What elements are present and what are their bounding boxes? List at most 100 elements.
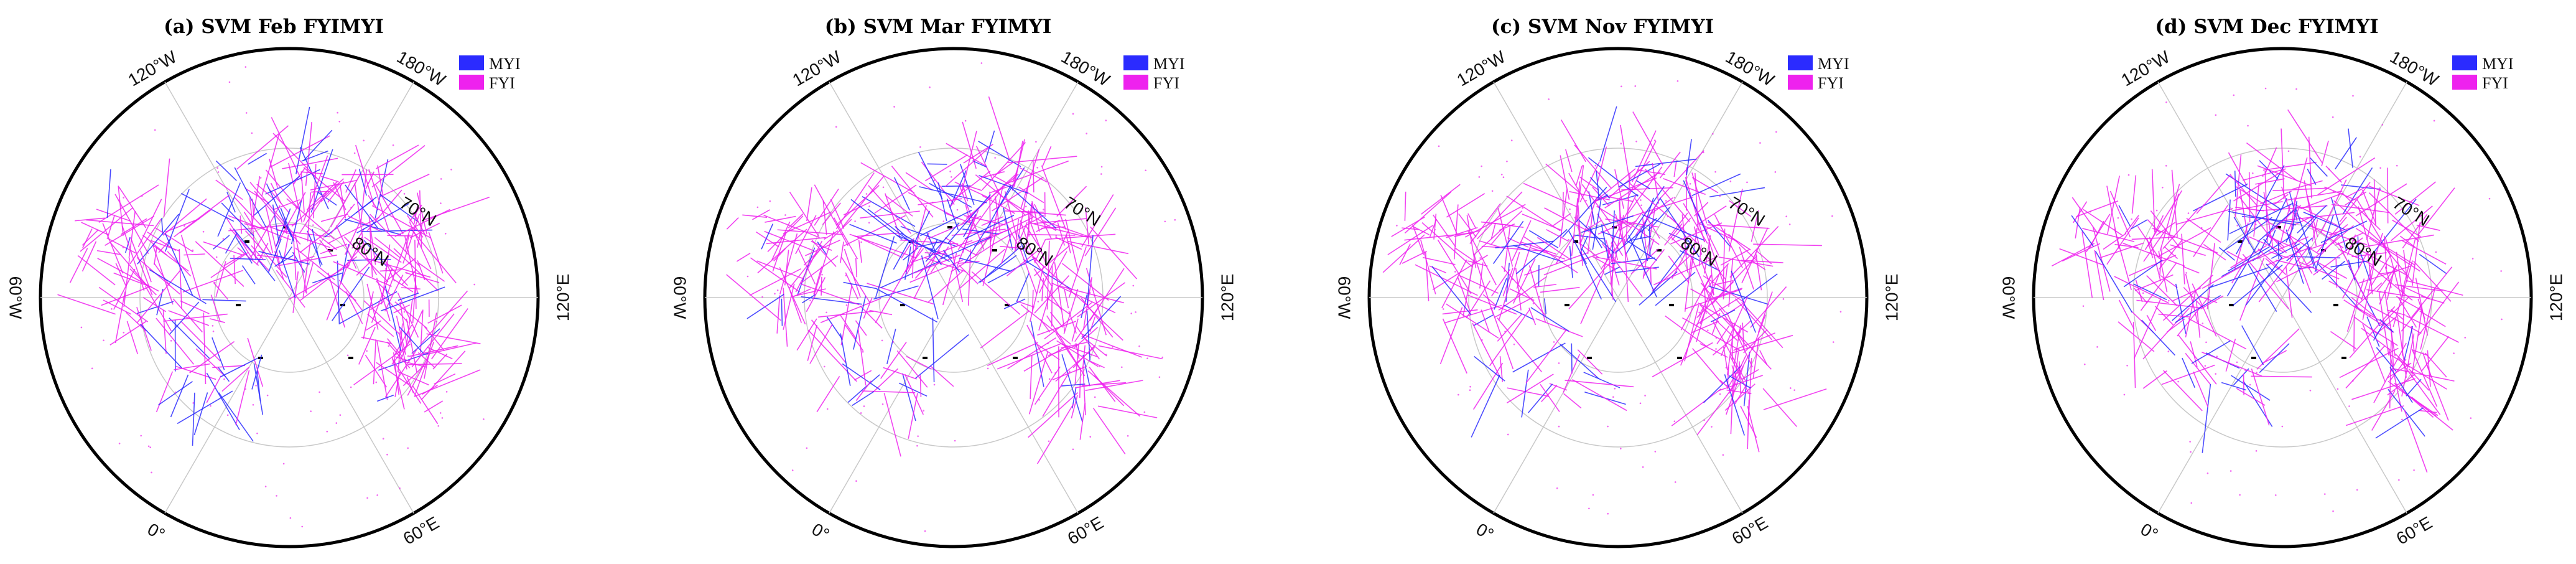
ice-track bbox=[397, 292, 419, 338]
ice-point bbox=[2117, 217, 2119, 219]
ice-track bbox=[1729, 355, 1750, 395]
ice-track bbox=[2392, 219, 2421, 237]
ice-point bbox=[942, 220, 945, 222]
ice-track bbox=[971, 271, 1021, 315]
ice-track bbox=[799, 255, 839, 284]
ice-track bbox=[1580, 271, 1605, 324]
legend-fyi-label: FYI bbox=[489, 74, 515, 92]
ice-track bbox=[1684, 304, 1700, 362]
ice-track bbox=[57, 294, 116, 315]
ice-track bbox=[1710, 309, 1736, 322]
ice-track bbox=[376, 394, 394, 402]
ice-track bbox=[957, 193, 1000, 250]
ice-track bbox=[835, 172, 875, 230]
ice-track bbox=[274, 255, 294, 267]
ice-track bbox=[164, 189, 190, 252]
panel-title-a: (a) SVM Feb FYIMYI bbox=[164, 16, 384, 38]
ice-track bbox=[795, 215, 817, 255]
ice-track bbox=[376, 362, 410, 385]
ice-track bbox=[118, 186, 124, 236]
ice-track bbox=[898, 382, 928, 397]
ice-track bbox=[1615, 214, 1629, 261]
ice-track bbox=[1595, 256, 1657, 270]
ice-track bbox=[1700, 258, 1715, 295]
legend-myi-label: MYI bbox=[2482, 55, 2514, 73]
ice-track bbox=[930, 248, 942, 265]
ice-track bbox=[1653, 256, 1719, 286]
ice-point bbox=[223, 378, 225, 380]
ice-track bbox=[2081, 231, 2093, 298]
ice-point bbox=[1100, 166, 1103, 168]
ice-point bbox=[1642, 466, 1644, 468]
ice-track bbox=[964, 215, 1015, 240]
ice-track bbox=[2362, 255, 2377, 320]
ice-track bbox=[928, 215, 982, 240]
ice-track bbox=[789, 291, 802, 323]
ice-track bbox=[406, 376, 414, 393]
ice-track bbox=[789, 191, 819, 237]
ice-track bbox=[2348, 128, 2353, 168]
longitude-label: 120°E bbox=[1882, 274, 1901, 322]
ice-track bbox=[2106, 176, 2120, 235]
ice-point bbox=[863, 405, 865, 407]
map-panel-c: (c) SVM Nov FYIMYI 120°W 180°W120°E60°E0°… bbox=[1335, 16, 1902, 548]
ice-track bbox=[1081, 194, 1114, 248]
ice-track bbox=[2092, 227, 2111, 292]
ice-track bbox=[958, 265, 979, 284]
latitude-label: 80°N bbox=[1013, 233, 1056, 270]
ice-point bbox=[450, 169, 452, 171]
ice-track bbox=[997, 343, 1061, 370]
ice-track bbox=[1553, 213, 1571, 226]
ice-track bbox=[1062, 263, 1109, 301]
ice-track bbox=[844, 215, 906, 247]
ice-track bbox=[2264, 147, 2277, 176]
ice-track bbox=[121, 225, 145, 291]
ice-point bbox=[202, 230, 205, 233]
ice-track bbox=[1467, 213, 1476, 228]
ice-track bbox=[1455, 248, 1477, 264]
ice-point bbox=[2413, 469, 2415, 471]
ice-track bbox=[2201, 351, 2262, 377]
ice-point bbox=[1558, 425, 1560, 428]
ice-track bbox=[947, 194, 991, 244]
ice-point bbox=[951, 176, 952, 178]
ice-track bbox=[1742, 322, 1745, 350]
ice-point bbox=[1712, 133, 1714, 135]
ice-track bbox=[80, 207, 134, 252]
ice-track bbox=[424, 400, 444, 413]
ice-track bbox=[990, 184, 1014, 194]
meridian-line bbox=[1493, 297, 1619, 514]
ice-track bbox=[2286, 237, 2313, 261]
ice-track bbox=[2257, 198, 2287, 256]
ice-track bbox=[1734, 385, 1746, 405]
ice-track bbox=[982, 142, 1026, 190]
ice-track bbox=[1700, 343, 1728, 358]
ice-track bbox=[1087, 235, 1094, 306]
ice-track bbox=[1620, 125, 1631, 184]
legend-a: MYI FYI bbox=[459, 55, 521, 92]
ice-track bbox=[883, 367, 917, 380]
ice-track bbox=[2371, 390, 2396, 431]
ice-track bbox=[426, 333, 481, 345]
ice-track bbox=[2152, 227, 2218, 254]
ice-point bbox=[1594, 374, 1596, 376]
ice-track bbox=[355, 144, 375, 206]
ice-track bbox=[814, 184, 849, 247]
ice-track bbox=[2353, 314, 2355, 352]
meridian-line bbox=[953, 297, 1079, 514]
ice-point bbox=[366, 497, 368, 499]
ice-track bbox=[2386, 309, 2406, 316]
ice-point bbox=[437, 425, 440, 427]
ice-track bbox=[2392, 260, 2413, 327]
ice-track bbox=[1660, 198, 1700, 258]
ice-track bbox=[2171, 284, 2214, 321]
ice-track bbox=[1085, 380, 1143, 392]
ice-track bbox=[377, 165, 384, 195]
map-panel-d: (d) SVM Dec FYIMYI 120°W 180°W120°E60°E0°… bbox=[1999, 16, 2566, 548]
ice-point bbox=[954, 439, 956, 442]
ice-track bbox=[2183, 286, 2203, 308]
ice-track bbox=[1458, 213, 1477, 238]
ice-track bbox=[1720, 248, 1751, 266]
ice-point bbox=[276, 495, 277, 497]
ice-track bbox=[813, 266, 822, 295]
